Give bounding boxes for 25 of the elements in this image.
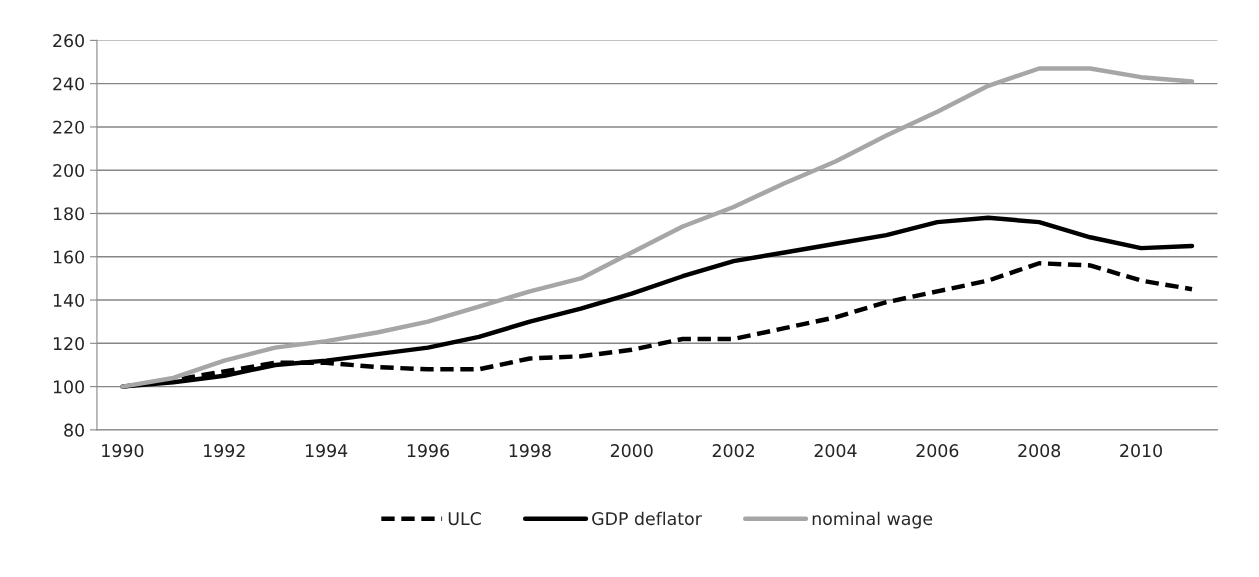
y-tick-label: 200 xyxy=(53,163,84,178)
x-tick-label: 2004 xyxy=(814,444,857,458)
y-tick-label: 260 xyxy=(53,34,84,48)
x-tick-label: 2010 xyxy=(1120,444,1162,458)
y-tick-label: 120 xyxy=(53,337,84,351)
y-tick-label: 100 xyxy=(53,380,84,394)
line-series xyxy=(120,66,1195,389)
x-tick-label: 1998 xyxy=(509,444,551,458)
y-tick-label: 80 xyxy=(64,423,84,437)
x-tick-label: 2000 xyxy=(610,444,653,458)
y-tick-label: 180 xyxy=(53,207,84,221)
x-tick-label: 1996 xyxy=(407,444,449,458)
x-tick-label: 1990 xyxy=(102,444,144,458)
x-tick-label: 1992 xyxy=(204,444,245,458)
y-tick-label: 140 xyxy=(53,293,84,307)
x-tick-label: 2006 xyxy=(916,444,959,458)
y-tick-label: 240 xyxy=(53,77,84,91)
x-tick-label: 2008 xyxy=(1018,444,1061,458)
y-tick-label: 220 xyxy=(53,120,84,134)
x-tick-label: 2002 xyxy=(712,444,754,458)
legend-label: GDP deflator xyxy=(592,511,702,526)
legend-label: nominal wage xyxy=(812,511,933,529)
legend-label: ULC xyxy=(448,512,481,526)
y-tick-label: 160 xyxy=(53,250,84,264)
x-tick-label: 1994 xyxy=(305,444,348,458)
